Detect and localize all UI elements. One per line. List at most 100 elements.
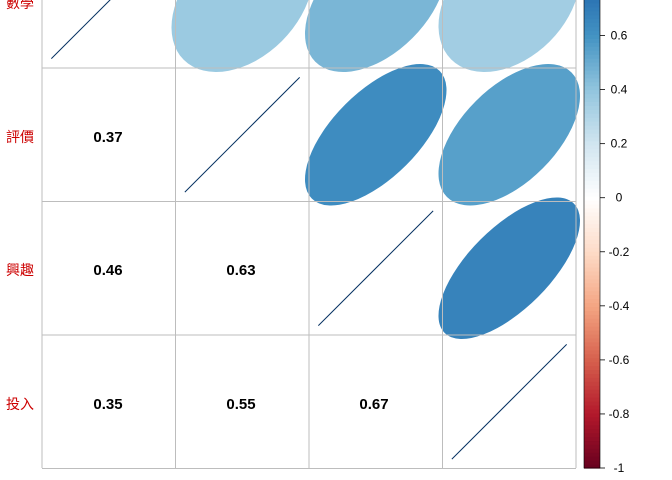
colorbar-segment-37 (584, 318, 600, 323)
coef-label-2-0: 0.46 (93, 262, 122, 279)
colorbar-segment-75 (584, 168, 600, 173)
colorbar-segment-54 (584, 251, 600, 256)
colorbar-segment-98 (584, 77, 600, 83)
diag-line-1 (184, 76, 301, 193)
colorbar-segment-115 (584, 10, 600, 16)
colorbar-segment-90 (584, 109, 600, 114)
row-label-3: 投入 (6, 397, 34, 413)
colorbar-segment-23 (584, 373, 600, 378)
colorbar-segment-34 (584, 330, 600, 335)
row-label-2: 興趣 (6, 263, 34, 279)
colorbar-segment-13 (584, 412, 600, 418)
colorbar-segment-93 (584, 97, 600, 103)
colorbar-segment-10 (584, 424, 600, 430)
colorbar-segment-86 (584, 125, 600, 130)
corr-ellipse-0-3 (438, 0, 581, 73)
corr-ellipse-1-2 (304, 63, 447, 206)
colorbar-segment-71 (584, 184, 600, 189)
colorbar-segment-61 (584, 223, 600, 229)
colorbar-segment-24 (584, 369, 600, 374)
colorbar-segment-19 (584, 389, 600, 394)
colorbar-segment-52 (584, 259, 600, 264)
coef-label-1-0: 0.37 (93, 129, 122, 146)
colorbar-segment-44 (584, 290, 600, 296)
diag-line-3 (451, 343, 568, 460)
corr-ellipse-2-3 (438, 197, 581, 340)
colorbar-segment-43 (584, 294, 600, 300)
colorbar-tick-label-2: 0.2 (611, 137, 628, 151)
colorbar-segment-18 (584, 393, 600, 398)
colorbar-segment-111 (584, 26, 600, 32)
colorbar-segment-69 (584, 192, 600, 197)
colorbar (583, 0, 601, 469)
colorbar-tick-label-5: -0.4 (609, 299, 630, 313)
colorbar-segment-105 (584, 50, 600, 55)
colorbar-segment-20 (584, 385, 600, 390)
colorbar-segment-96 (584, 85, 600, 91)
colorbar-segment-26 (584, 361, 600, 367)
colorbar-segment-94 (584, 93, 600, 99)
colorbar-segment-92 (584, 101, 600, 106)
colorbar-segment-32 (584, 337, 600, 343)
colorbar-segment-46 (584, 282, 600, 288)
colorbar-tick-label-0: 0.6 (611, 29, 628, 43)
colorbar-segment-45 (584, 286, 600, 292)
colorbar-segment-48 (584, 274, 600, 280)
colorbar-segment-68 (584, 196, 600, 201)
colorbar-segment-72 (584, 180, 600, 185)
colorbar-segment-29 (584, 349, 600, 355)
colorbar-segment-97 (584, 81, 600, 87)
colorbar-segment-74 (584, 172, 600, 177)
colorbar-segment-33 (584, 333, 600, 339)
colorbar-segment-12 (584, 416, 600, 422)
colorbar-tick-label-1: 0.4 (611, 83, 628, 97)
colorbar-segment-42 (584, 298, 600, 304)
colorbar-segment-35 (584, 326, 600, 331)
colorbar-segment-102 (584, 62, 600, 67)
colorbar-segment-31 (584, 341, 600, 347)
colorbar-segment-62 (584, 219, 600, 225)
colorbar-segment-99 (584, 73, 600, 79)
colorbar-segment-108 (584, 38, 600, 43)
colorbar-segment-3 (584, 452, 600, 457)
colorbar-segment-76 (584, 164, 600, 170)
colorbar-segment-95 (584, 89, 600, 95)
diag-line-2 (317, 210, 434, 327)
row-label-0: 數學 (6, 0, 34, 12)
colorbar-segment-0 (584, 464, 600, 469)
colorbar-segment-84 (584, 132, 600, 138)
colorbar-tick-label-7: -0.8 (609, 407, 630, 421)
matrix-grid (41, 0, 577, 469)
coef-label-2-1: 0.63 (226, 262, 255, 279)
corr-ellipse-0-2 (304, 0, 447, 73)
coef-label-3-2: 0.67 (359, 396, 388, 413)
colorbar-tick-label-3: 0 (616, 191, 623, 205)
colorbar-segment-87 (584, 121, 600, 126)
colorbar-segment-55 (584, 247, 600, 252)
colorbar-segment-21 (584, 381, 600, 386)
colorbar-segment-53 (584, 255, 600, 260)
colorbar-segment-82 (584, 140, 600, 146)
colorbar-segment-22 (584, 377, 600, 382)
colorbar-segment-16 (584, 400, 600, 406)
colorbar-segment-1 (584, 460, 600, 465)
colorbar-segment-38 (584, 314, 600, 319)
colorbar-segment-9 (584, 428, 600, 434)
colorbar-segment-79 (584, 152, 600, 158)
colorbar-segment-89 (584, 113, 600, 118)
colorbar-segment-100 (584, 69, 600, 75)
colorbar-segment-2 (584, 456, 600, 461)
colorbar-segment-113 (584, 18, 600, 24)
colorbar-segment-112 (584, 22, 600, 28)
colorbar-segment-57 (584, 239, 600, 244)
colorbar-segment-104 (584, 54, 600, 59)
colorbar-segment-27 (584, 357, 600, 363)
colorbar-segment-70 (584, 188, 600, 193)
colorbar-segment-28 (584, 353, 600, 359)
colorbar-segment-36 (584, 322, 600, 327)
coefficient-labels: 0.37 0.46 0.63 0.35 0.55 0.67 (93, 129, 388, 413)
colorbar-tick-label-6: -0.6 (609, 353, 630, 367)
colorbar-segment-17 (584, 397, 600, 402)
colorbar-segment-91 (584, 105, 600, 110)
colorbar-segment-11 (584, 420, 600, 426)
